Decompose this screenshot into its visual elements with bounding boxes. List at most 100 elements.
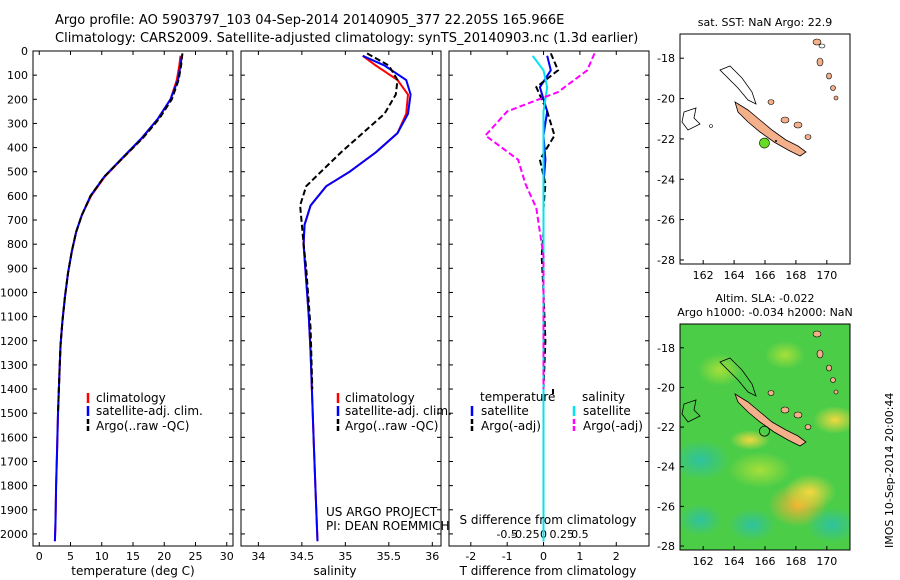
depth-tick-label: 1300 xyxy=(0,359,28,372)
salinity-legend: climatology satellite-adj. clim. Argo(..… xyxy=(336,391,452,433)
salinity-xlabel: salinity xyxy=(313,564,356,578)
map-y-tick-label: -26 xyxy=(657,214,675,227)
x2-tick-label: -0.5 xyxy=(496,528,517,541)
difference-legend-temp-argo: Argo(-adj) xyxy=(481,419,541,433)
map-y-tick-label: -24 xyxy=(657,461,675,474)
depth-tick-label: 1900 xyxy=(0,504,28,517)
sla-map-axes: 162 164 166 168 170 -18 -20 -22 -24 -26 -28 xyxy=(657,342,837,568)
salinity-legend-satellite: satellite-adj. clim. xyxy=(345,404,452,418)
map-y-tick-label: -24 xyxy=(657,173,675,186)
sla-map-title-line2: Argo h1000: -0.034 h2000: NaN xyxy=(677,306,853,319)
salinity-series xyxy=(299,52,412,542)
map-x-tick-label: 164 xyxy=(724,269,745,282)
map-y-tick-label: -20 xyxy=(657,93,675,106)
depth-tick-label: 800 xyxy=(7,238,28,251)
x-tick-label: 0 xyxy=(540,550,547,563)
temperature-legend-climatology: climatology xyxy=(96,391,166,405)
map-x-tick-label: 168 xyxy=(785,269,806,282)
x-tick-label: 30 xyxy=(220,550,234,563)
x-tick-label: 20 xyxy=(157,550,171,563)
sst-map-argo-marker xyxy=(759,137,770,149)
x-tick-label: 25 xyxy=(189,550,203,563)
depth-tick-label: 200 xyxy=(7,93,28,106)
difference-legend-sal-argo: Argo(-adj) xyxy=(583,419,643,433)
difference-legend-sal-satellite: satellite xyxy=(583,404,631,418)
temperature-series xyxy=(53,53,184,542)
sst-map-axes: 162 164 166 168 170 -18 -20 -22 -24 -26 -28 xyxy=(657,52,837,282)
x-tick-label: -2 xyxy=(465,550,476,563)
depth-tick-label: 1000 xyxy=(0,286,28,299)
x-tick-label: 10 xyxy=(95,550,109,563)
x-tick-label: 36 xyxy=(425,550,439,563)
map-x-tick-label: 170 xyxy=(816,269,837,282)
map-x-tick-label: 162 xyxy=(693,269,714,282)
x-tick-label: 5 xyxy=(67,550,74,563)
salinity-panel-frame xyxy=(240,50,442,547)
depth-tick-label: 1600 xyxy=(0,431,28,444)
sla-map-argo-marker xyxy=(759,425,770,437)
map-y-tick-label: -22 xyxy=(657,133,675,146)
map-y-tick-label: -26 xyxy=(657,500,675,513)
difference-legend-salinity-header: salinity xyxy=(582,390,625,404)
map-x-tick-label: 164 xyxy=(724,555,745,568)
series-line-salinity-satellite xyxy=(531,55,549,542)
depth-tick-label: 1200 xyxy=(0,335,28,348)
difference-legend-temperature-header: temperature xyxy=(480,390,555,404)
depth-tick-label: 1700 xyxy=(0,455,28,468)
sla-map-title-line1: Altim. SLA: -0.022 xyxy=(715,292,814,305)
x-tick-label: 35 xyxy=(338,550,352,563)
x-tick-label: 34 xyxy=(251,550,265,563)
depth-tick-label: 100 xyxy=(7,69,28,82)
series-line-climatology xyxy=(302,54,410,542)
series-line-satellite-adj-clim- xyxy=(53,55,183,542)
series-line-argo-raw-qc- xyxy=(299,52,399,390)
depth-tick-label: 500 xyxy=(7,166,28,179)
project-credit: US ARGO PROJECT xyxy=(326,505,438,519)
series-line-temperature-argo-adj- xyxy=(535,53,560,390)
depth-tick-label: 1400 xyxy=(0,383,28,396)
depth-tick-label: 1100 xyxy=(0,311,28,324)
temperature-legend: climatology satellite-adj. clim. Argo(..… xyxy=(86,391,203,433)
map-y-tick-label: -20 xyxy=(657,381,675,394)
salinity-legend-argo: Argo(..raw -QC) xyxy=(345,419,438,433)
figure-title-line2: Climatology: CARS2009. Satellite-adjuste… xyxy=(55,31,638,46)
sla-map-field xyxy=(680,324,850,550)
salinity-legend-climatology: climatology xyxy=(345,391,415,405)
depth-tick-label: 400 xyxy=(7,142,28,155)
sst-map-title: sat. SST: NaN Argo: 22.9 xyxy=(698,16,832,29)
series-line-argo-raw-qc- xyxy=(57,53,184,414)
depth-tick-label: 0 xyxy=(21,45,28,58)
salinity-x-axis: 34 34.5 35 35.5 36 xyxy=(251,51,439,563)
temperature-legend-argo: Argo(..raw -QC) xyxy=(96,419,189,433)
depth-tick-label: 300 xyxy=(7,117,28,130)
x-tick-label: 2 xyxy=(613,550,620,563)
map-x-tick-label: 166 xyxy=(755,269,776,282)
temperature-legend-satellite: satellite-adj. clim. xyxy=(96,404,203,418)
depth-tick-label: 1800 xyxy=(0,480,28,493)
temperature-x-axis: 0 5 10 15 20 25 30 xyxy=(36,51,234,563)
imos-timestamp: IMOS 10-Sep-2014 20:00:44 xyxy=(883,393,896,548)
map-y-tick-label: -28 xyxy=(657,254,675,267)
map-y-tick-label: -22 xyxy=(657,421,675,434)
difference-panel-frame xyxy=(448,50,650,547)
x-tick-label: 34.5 xyxy=(290,550,315,563)
map-x-tick-label: 166 xyxy=(755,555,776,568)
x2-tick-label: -0.25 xyxy=(511,528,539,541)
pi-credit: PI: DEAN ROEMMICH xyxy=(326,519,449,533)
depth-tick-label: 900 xyxy=(7,262,28,275)
temperature-xlabel: temperature (deg C) xyxy=(71,564,194,578)
depth-tick-label: 600 xyxy=(7,190,28,203)
depth-tick-label: 700 xyxy=(7,214,28,227)
map-x-tick-label: 168 xyxy=(785,555,806,568)
x-tick-label: 15 xyxy=(126,550,140,563)
difference-series xyxy=(483,53,596,542)
map-y-tick-label: -18 xyxy=(657,52,675,65)
series-line-salinity-argo-adj- xyxy=(483,53,596,389)
x2-tick-label: 0.25 xyxy=(549,528,574,541)
x2-tick-label: 0.5 xyxy=(571,528,589,541)
series-line-temperature-satellite xyxy=(538,55,552,542)
x-tick-label: 35.5 xyxy=(377,550,402,563)
depth-tick-label: 1500 xyxy=(0,407,28,420)
figure-title-line1: Argo profile: AO 5903797_103 04-Sep-2014… xyxy=(55,13,564,28)
depth-axis: 0 100 200 300 400 500 600 700 800 900 1000 1100 1200… xyxy=(0,45,649,541)
